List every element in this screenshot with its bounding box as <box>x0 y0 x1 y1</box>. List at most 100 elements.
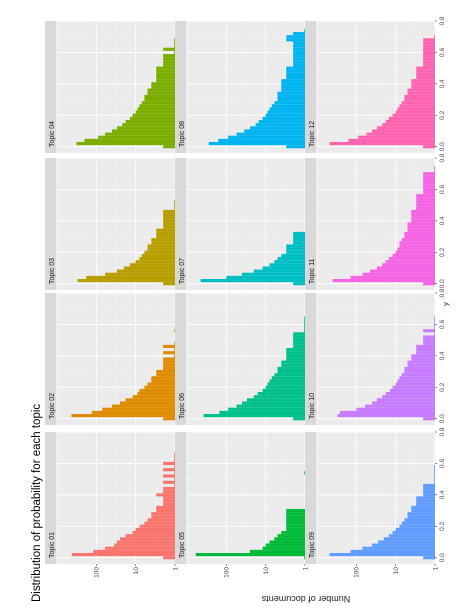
histogram-bar <box>241 401 305 405</box>
facet-strip-label: Topic 01 <box>49 532 56 558</box>
histogram-bar <box>423 417 435 421</box>
histogram-bar <box>286 518 306 522</box>
x-tick-label: 0.0 <box>439 279 446 288</box>
histogram-bar <box>156 228 175 232</box>
histogram-bar <box>286 76 306 80</box>
histogram-bar <box>174 341 175 345</box>
histogram-bar <box>392 113 436 117</box>
histogram-bar <box>267 110 305 114</box>
histogram-bar <box>416 66 436 70</box>
histogram-bar <box>163 417 175 421</box>
histogram-bar <box>163 490 175 494</box>
histogram-bar <box>163 54 175 58</box>
histogram-bar <box>423 487 435 491</box>
histogram-bar <box>395 527 435 531</box>
histogram-bar <box>163 351 175 355</box>
histogram-bar <box>304 319 306 323</box>
histogram-bar <box>286 347 306 352</box>
histogram-bar <box>105 546 175 550</box>
histogram-bar <box>293 41 305 45</box>
y-tick-label: 1 <box>172 567 179 571</box>
histogram-bar <box>362 546 435 550</box>
histogram-bar <box>163 360 175 364</box>
histogram-bar <box>163 461 175 465</box>
histogram-bar <box>174 50 175 54</box>
histogram-bar <box>304 471 306 475</box>
histogram-bar <box>246 398 306 402</box>
facet-strip <box>45 432 57 564</box>
histogram-bar <box>156 509 175 513</box>
histogram-bar <box>147 382 176 386</box>
histogram-bar <box>404 231 436 235</box>
histogram-bar <box>208 141 305 146</box>
histogram-bar <box>277 94 305 98</box>
histogram-bar <box>174 44 175 48</box>
facet-strip-label: Topic 06 <box>179 393 186 419</box>
x-tick-label: 0.0 <box>439 142 446 151</box>
histogram-bar <box>434 35 436 39</box>
histogram-bar <box>277 91 305 95</box>
histogram-bar <box>281 82 305 86</box>
histogram-bar <box>423 145 435 149</box>
histogram-bar <box>350 275 435 279</box>
facet-panel: Topic 09 0.0 0.2 0.4 0.6 0.8 1 10 100 <box>305 427 446 578</box>
x-axis-title: y <box>441 302 450 306</box>
histogram-bar <box>151 85 175 89</box>
histogram-bar <box>253 395 306 399</box>
histogram-bar <box>262 546 306 550</box>
histogram-bar <box>293 338 305 342</box>
x-tick-label: 0.0 <box>439 553 446 562</box>
x-tick-label: 0.6 <box>439 185 446 194</box>
histogram-bar <box>228 135 306 139</box>
histogram-bar <box>340 410 435 414</box>
histogram-bar <box>163 60 175 64</box>
histogram-bar <box>356 407 436 411</box>
histogram-bar <box>416 351 436 355</box>
x-tick-label: 0.6 <box>439 320 446 329</box>
histogram-bar <box>416 200 436 204</box>
facet-panel: Topic 05 1 10 100 <box>175 431 309 578</box>
histogram-bar <box>271 376 306 380</box>
histogram-bar <box>304 28 306 32</box>
histogram-bar <box>163 357 175 361</box>
histogram-bar <box>174 477 175 481</box>
histogram-bar <box>125 119 175 124</box>
histogram-bar <box>156 72 175 76</box>
histogram-bar <box>423 178 435 182</box>
histogram-bar <box>423 47 435 51</box>
histogram-bar <box>286 66 306 70</box>
histogram-bar <box>423 44 435 48</box>
histogram-bar <box>250 126 305 130</box>
histogram-bar <box>304 325 306 330</box>
histogram-bar <box>163 225 175 229</box>
histogram-bar <box>304 556 306 560</box>
histogram-bar <box>392 531 436 535</box>
histogram-bar <box>376 266 436 270</box>
histogram-bar <box>144 250 175 254</box>
histogram-bar <box>286 357 306 361</box>
histogram-bar <box>383 537 435 541</box>
histogram-bar <box>156 76 175 80</box>
x-tick-label: 0.8 <box>439 16 446 25</box>
histogram-bar <box>135 110 176 114</box>
histogram-bar <box>98 135 175 139</box>
histogram-bar <box>163 145 175 149</box>
histogram-bar <box>404 369 436 374</box>
facet-strip-label: Topic 10 <box>309 393 316 419</box>
chart-title: Distribution of probability for each top… <box>31 404 43 602</box>
histogram-bar <box>293 60 305 64</box>
histogram-bar <box>129 116 175 120</box>
facet-panel: Topic 04 <box>45 20 176 153</box>
histogram-bar <box>174 200 175 204</box>
histogram-bar <box>156 66 175 70</box>
histogram-bar <box>125 398 175 402</box>
x-tick-label: 0.2 <box>439 247 446 256</box>
histogram-bar <box>399 524 435 528</box>
facet-strip-label: Topic 05 <box>179 532 186 558</box>
histogram-bar <box>293 54 305 58</box>
histogram-bar <box>274 101 306 105</box>
histogram-bar <box>423 190 435 195</box>
histogram-bar <box>265 113 305 117</box>
histogram-bar <box>147 247 176 251</box>
y-tick-label: 100 <box>354 567 361 578</box>
